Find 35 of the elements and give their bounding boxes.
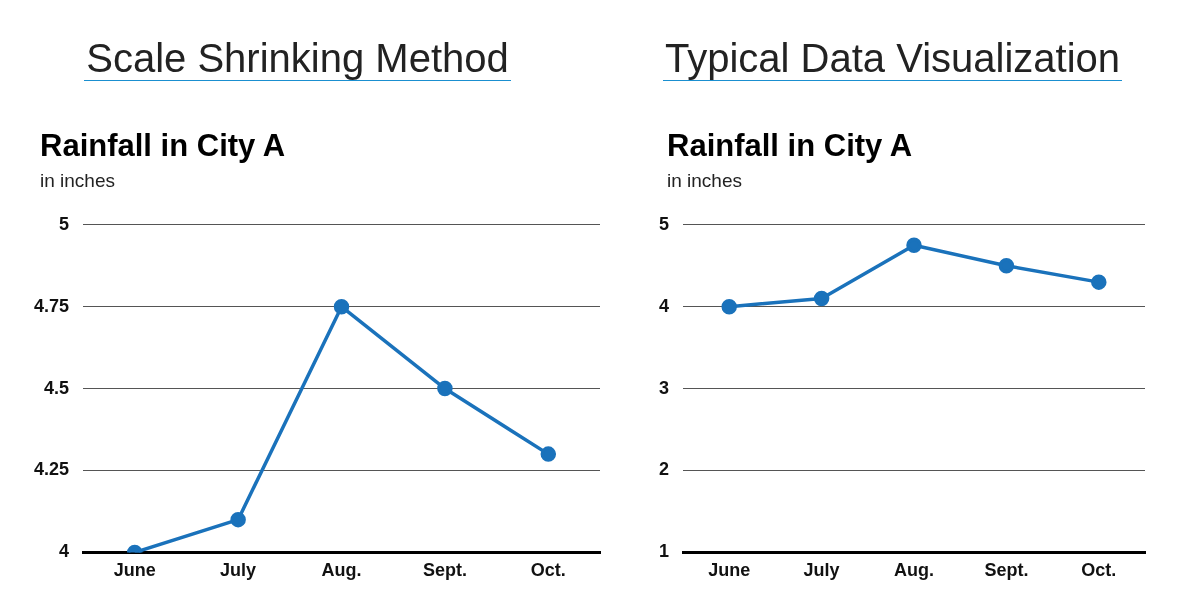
y-tick-label: 4.75 bbox=[33, 295, 70, 316]
chart-subtitle: Rainfall in City A bbox=[40, 128, 286, 164]
x-tick-label: July bbox=[220, 560, 257, 581]
y-axis-title: in inches bbox=[40, 170, 115, 192]
x-tick-label: Sept. bbox=[422, 560, 467, 581]
y-tick-label: 3 bbox=[659, 377, 670, 398]
y-tick-label: 5 bbox=[659, 213, 670, 234]
point bbox=[437, 380, 453, 397]
point bbox=[333, 298, 350, 315]
x-tick-label: June bbox=[113, 560, 156, 581]
x-tick-label: Aug. bbox=[321, 560, 362, 581]
y-tick-label: 4 bbox=[659, 295, 670, 316]
x-tick-label: Aug. bbox=[894, 560, 935, 581]
point bbox=[721, 298, 737, 315]
chart-subtitle: Rainfall in City A bbox=[667, 128, 913, 164]
chart-title: Scale Shrinking Method bbox=[84, 36, 511, 81]
x-tick-label: Oct. bbox=[530, 560, 566, 581]
y-tick-label: 4.5 bbox=[44, 377, 70, 398]
point bbox=[1091, 274, 1107, 290]
y-tick-label: 5 bbox=[59, 213, 70, 234]
y-axis-title: in inches bbox=[667, 170, 742, 192]
x-tick-label: Sept. bbox=[984, 560, 1029, 581]
chart-title: Typical Data Visualization bbox=[662, 36, 1123, 81]
x-tick-label: June bbox=[708, 560, 751, 581]
point bbox=[998, 258, 1015, 274]
point bbox=[813, 290, 830, 307]
point bbox=[540, 446, 557, 462]
x-tick-label: Oct. bbox=[1081, 560, 1117, 581]
point bbox=[906, 237, 922, 254]
y-tick-label: 4 bbox=[59, 541, 70, 562]
y-tick-label: 1 bbox=[659, 541, 670, 562]
y-tick-label: 2 bbox=[659, 459, 670, 480]
point bbox=[230, 511, 246, 528]
y-tick-label: 4.25 bbox=[33, 459, 70, 480]
x-tick-label: July bbox=[803, 560, 840, 581]
